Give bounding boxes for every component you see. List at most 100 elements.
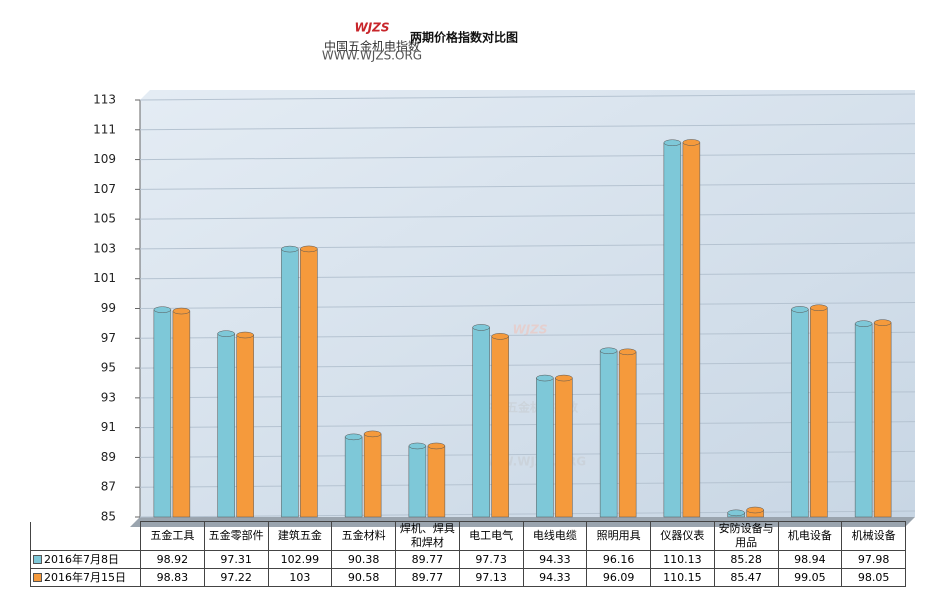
bar-cap [555,374,573,382]
value-cell: 90.58 [331,568,396,587]
bar-cap [746,506,764,514]
value-cell: 110.15 [650,568,715,587]
watermark-mark: WJZS [512,323,547,337]
y-tick-label: 113 [93,93,116,107]
y-tick-label: 95 [101,361,116,375]
legend-swatch [33,555,42,564]
bar [791,309,809,518]
bar [536,377,554,518]
bar-cap [682,139,701,146]
y-tick-label: 99 [101,301,116,315]
bar-cap [618,348,637,356]
table-header-row: 五金工具 五金零部件 建筑五金 五金材料 焊机、焊具和焊材 电工电气 电线电缆 照明用具 仪器仪… [30,521,906,551]
bar-cap [153,306,172,313]
value-cell: 97.98 [841,550,906,569]
bar [300,248,318,518]
x-tick-label: 机械设备 [841,521,906,551]
grid-line [139,182,916,190]
x-tick-label: 焊机、焊具和焊材 [395,521,460,551]
y-tick-label: 91 [101,420,116,434]
x-tick-label: 电线电缆 [522,521,588,551]
bar-cap [217,330,235,337]
table-row: 2016年7月15日 98.83 97.22 103 90.58 89.77 97.13 94… [30,568,906,587]
value-cell: 99.05 [777,568,843,587]
grid-line [139,361,916,369]
x-tick-label: 五金材料 [331,521,396,551]
y-tick-label: 107 [93,182,116,196]
x-tick-label: 仪器仪表 [650,521,715,551]
bar-cap [236,331,254,339]
bar-cap [810,304,828,312]
y-tick-label: 109 [93,152,116,166]
bar-cap [873,319,892,326]
value-cell: 96.09 [586,568,651,587]
logo-mark: WJZS [354,21,389,35]
value-cell: 97.22 [203,568,269,587]
bar [281,248,299,518]
bar [236,334,254,518]
x-tick-label: 照明用具 [586,521,651,551]
value-cell: 89.77 [395,568,460,587]
value-cell: 98.05 [841,568,906,587]
value-cell: 97.73 [458,550,524,569]
bar [663,142,682,518]
grid-line [139,510,916,518]
bar-cap [727,509,745,517]
bar-cap [172,307,191,315]
grid-line [139,302,916,309]
value-cell: 90.38 [331,550,396,569]
y-tick-label: 101 [93,271,116,285]
chart-title: 两期价格指数对比图 [410,30,518,45]
bar [363,433,382,518]
bar [873,322,892,518]
grid-line [139,391,916,399]
bar-cap [663,139,682,146]
bar [810,307,828,518]
bar [153,309,172,518]
value-cell: 94.33 [522,568,588,587]
x-tick-label: 安防设备与用品 [713,521,779,551]
logo-url: WWW.WJZS.ORG [322,49,422,63]
grid-line [139,153,916,161]
bar [682,142,701,518]
grid-line [139,212,916,220]
bar [618,351,637,518]
bar-cap [854,320,873,327]
y-tick-label: 105 [93,212,116,226]
bar [555,377,573,518]
legend-entry: 2016年7月15日 [30,568,141,587]
value-cell: 110.13 [650,550,715,569]
bar-cap [791,306,809,313]
legend-swatch [33,573,42,582]
value-cell: 97.13 [458,568,524,587]
bar-cap [536,374,554,382]
value-cell: 96.16 [586,550,651,569]
bar [408,445,427,518]
value-cell: 89.77 [395,550,460,569]
value-cell: 85.47 [713,568,779,587]
x-tick-label: 电工电气 [458,521,524,551]
y-tick-label: 89 [101,450,116,464]
legend-label: 2016年7月15日 [44,570,126,584]
value-cell: 102.99 [267,550,333,569]
legend-entry: 2016年7月8日 [30,550,141,569]
x-tick-label: 建筑五金 [267,521,333,551]
bar [344,436,363,518]
bar-cap [281,245,299,253]
x-tick-label: 五金零部件 [203,521,269,551]
y-tick-label: 97 [101,331,116,345]
value-cell: 98.83 [140,568,205,587]
plot-wall [140,90,915,517]
value-cell: 98.92 [140,550,205,569]
grid-line [139,123,916,131]
grid-line [139,331,916,339]
grid-line [139,450,916,458]
bar [217,333,235,518]
bar-cap [599,347,618,355]
x-tick-label: 五金工具 [140,521,205,551]
grid-line [139,242,916,250]
bar-cap [408,442,427,450]
value-cell: 94.33 [522,550,588,569]
